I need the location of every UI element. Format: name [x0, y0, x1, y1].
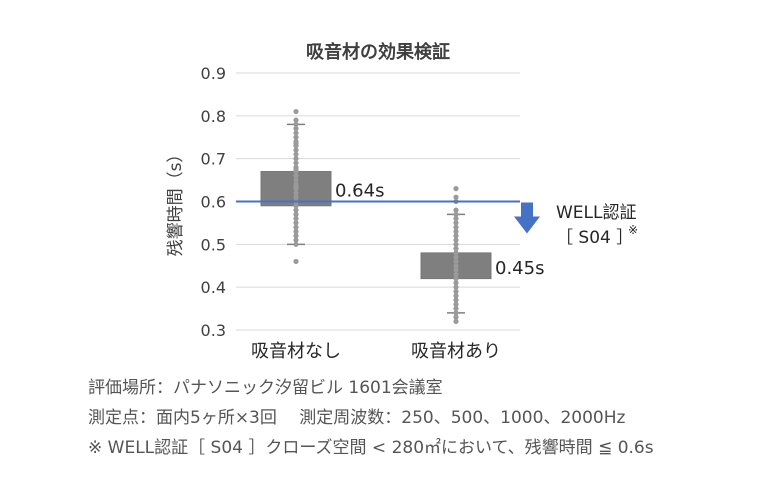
data-point [453, 211, 459, 217]
data-point [293, 207, 299, 213]
y-tick-label: 0.3 [201, 321, 226, 340]
reference-arrow-head [514, 216, 540, 234]
data-point [293, 173, 299, 179]
y-tick-label: 0.4 [201, 278, 226, 297]
data-point [293, 130, 299, 136]
data-point [453, 254, 459, 260]
data-point [453, 280, 459, 286]
data-point [293, 160, 299, 166]
data-point [293, 177, 299, 183]
data-point [453, 216, 459, 222]
data-point [453, 237, 459, 243]
data-point [453, 263, 459, 269]
data-point [293, 216, 299, 222]
note-well-condition: ※ WELL認証［ S04 ］クローズ空間 < 280㎡において、残響時間 ≦ … [88, 438, 654, 458]
data-point [293, 151, 299, 157]
data-point [453, 224, 459, 230]
y-tick-label: 0.5 [201, 235, 226, 254]
data-point [453, 310, 459, 316]
reference-label-line2: ［ S04 ］ [556, 228, 633, 248]
data-point [453, 284, 459, 290]
data-point [293, 224, 299, 230]
data-point [453, 297, 459, 303]
data-point [453, 250, 459, 256]
chart-title: 吸音材の効果検証 [306, 41, 450, 63]
data-point [293, 228, 299, 235]
data-point [293, 203, 299, 209]
y-tick-label: 0.6 [201, 193, 226, 212]
data-point [293, 186, 299, 192]
data-point [453, 246, 459, 252]
data-point [453, 318, 459, 325]
data-point [293, 258, 299, 265]
data-point [453, 186, 459, 192]
data-point [293, 190, 299, 196]
data-point [293, 108, 299, 115]
y-axis-label: 残響時間（s） [166, 146, 186, 257]
data-point [293, 211, 299, 217]
data-point [453, 228, 459, 235]
data-point [453, 271, 459, 277]
note-measurement: 測定点：面内5ヶ所×3回 測定周波数：250、500、1000、2000Hz [88, 408, 626, 428]
reference-label-mark: ※ [628, 223, 638, 237]
x-category-label: 吸音材あり [411, 341, 501, 362]
y-tick-label: 0.9 [201, 64, 226, 83]
data-point [453, 301, 459, 307]
data-point [453, 258, 459, 265]
data-point [293, 121, 299, 127]
data-point [453, 267, 459, 273]
data-point [293, 147, 299, 153]
data-point [453, 220, 459, 226]
data-point [293, 220, 299, 226]
x-category-label: 吸音材なし [251, 341, 341, 362]
y-tick-label: 0.8 [201, 107, 226, 126]
y-tick-label: 0.7 [201, 150, 226, 169]
boxplot-chart: 吸音材の効果検証 0.3 0.4 0.5 0.6 0.7 0.8 0.9 残響時間（s） 0.64… [166, 41, 638, 362]
data-point [453, 207, 459, 213]
data-point [293, 126, 299, 132]
data-point [453, 276, 459, 282]
data-point [293, 233, 299, 239]
data-point [293, 194, 299, 200]
note-location: 評価場所：パナソニック汐留ビル 1601会議室 [88, 378, 443, 398]
data-point [293, 168, 299, 175]
data-point [453, 233, 459, 239]
data-point [293, 241, 299, 247]
data-point [293, 117, 299, 123]
data-point [453, 241, 459, 247]
data-point [453, 194, 459, 200]
data-point [293, 143, 299, 149]
data-point [453, 305, 459, 312]
reference-label-line1: WELL認証 [556, 203, 637, 223]
data-point [453, 288, 459, 295]
reference-arrow-shaft [521, 202, 533, 217]
box-value-label: 0.45s [495, 258, 544, 279]
data-point [293, 156, 299, 162]
data-point [453, 314, 459, 320]
data-point [293, 134, 299, 140]
data-point [453, 293, 459, 299]
box-value-label: 0.64s [335, 181, 384, 202]
data-point [293, 237, 299, 243]
